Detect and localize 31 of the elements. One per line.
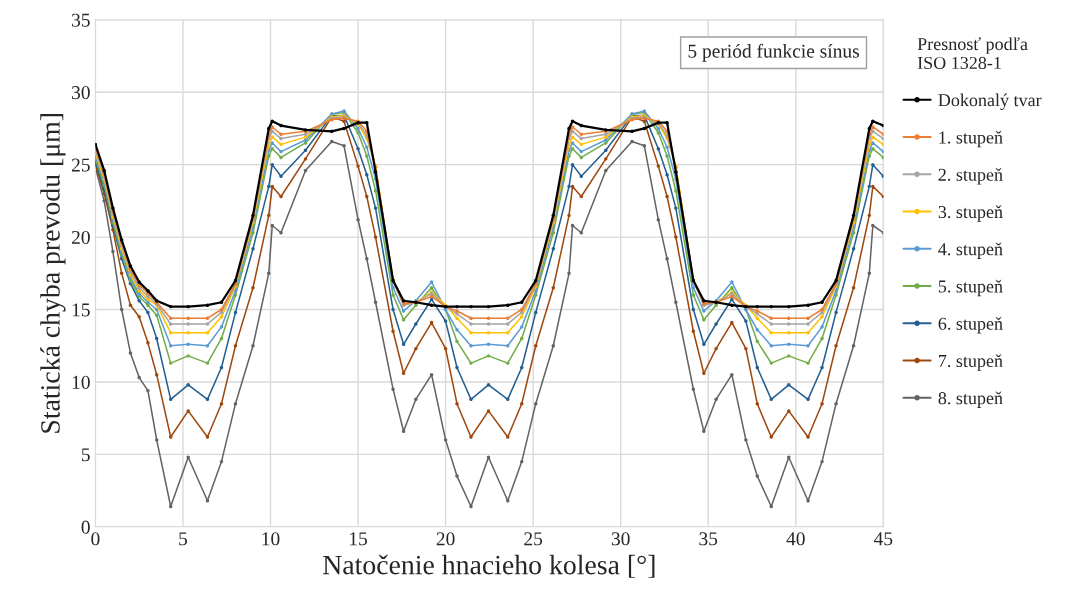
y-tick-label: 15	[72, 303, 90, 317]
legend-label: 3. stupeň	[938, 205, 1003, 222]
x-tick-label: 0	[91, 532, 100, 546]
y-tick-label: 5	[81, 448, 90, 462]
x-tick-label: 30	[611, 532, 630, 546]
y-tick-label: 30	[72, 86, 90, 100]
y-tick-label: 20	[71, 230, 90, 245]
y-tick-label: 10	[72, 375, 90, 389]
x-tick-label: 15	[350, 532, 368, 546]
legend-label: 1. stupeň	[939, 130, 1003, 148]
x-tick-label: 25	[524, 532, 543, 546]
legend-label: 4. stupeň	[938, 242, 1003, 259]
legend-label: 7. stupeň	[939, 354, 1003, 371]
x-tick-label: 20	[436, 532, 455, 546]
legend-label: 5. stupeň	[938, 279, 1003, 297]
x-tick-label: 10	[262, 532, 280, 546]
legend-label: 2. stupeň	[938, 168, 1003, 185]
y-tick-label: 0	[81, 520, 90, 534]
x-tick-label: 35	[699, 532, 718, 546]
y-axis-title: Statická chyba prevodu [μm]	[40, 114, 66, 433]
x-tick-label: 45	[873, 532, 893, 546]
x-tick-label: 5	[179, 532, 188, 546]
legend-title: Presnosť podľa ISO 1328-1	[917, 37, 1028, 70]
legend-label: Dokonalý tvar	[938, 93, 1042, 110]
y-tick-label: 35	[72, 13, 90, 27]
legend-label: 6. stupeň	[938, 317, 1003, 334]
y-tick-label: 25	[71, 158, 90, 172]
x-tick-label: 40	[786, 532, 805, 546]
x-axis-title: Natočenie hnacieho kolesa [°]	[323, 554, 655, 578]
legend-label: 8. stupeň	[938, 391, 1003, 408]
annotation: 5 periód funkcie sínus	[688, 43, 859, 62]
